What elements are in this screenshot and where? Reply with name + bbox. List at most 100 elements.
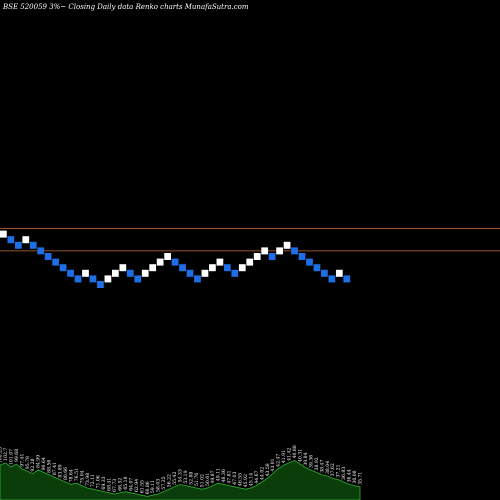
volume-label: 49.87 (210, 470, 216, 483)
volume-panel (0, 459, 361, 500)
renko-brick (335, 269, 343, 277)
renko-brick (238, 264, 246, 272)
renko-brick (82, 269, 89, 277)
renko-brick (52, 258, 60, 266)
volume-label: 60.86 (145, 481, 151, 494)
volume-label: 39.84 (303, 452, 309, 465)
volume-label: 75.04 (79, 470, 85, 483)
renko-brick (141, 269, 149, 277)
volume-label: 84.99 (36, 455, 42, 468)
volume-label: 64.07 (128, 478, 134, 491)
volume-label: 46.55 (238, 473, 244, 486)
renko-bricks (0, 230, 351, 288)
volume-label: 73.98 (85, 473, 91, 486)
volume-label: 90.64 (41, 457, 47, 470)
volume-label: 37.62 (330, 463, 336, 476)
renko-brick (44, 253, 52, 260)
reference-lines (0, 228, 500, 252)
volume-label: 57.25 (161, 476, 167, 489)
volume-label: 36.08 (352, 470, 358, 483)
renko-brick (22, 236, 30, 244)
renko-brick (306, 258, 313, 266)
volume-label: 51.76 (194, 473, 200, 486)
renko-brick (14, 241, 22, 249)
volume-label: 49.11 (216, 468, 222, 481)
renko-brick (313, 264, 321, 272)
volume-label: 45.14 (248, 473, 254, 486)
volume-label: 43.01 (270, 458, 276, 471)
renko-brick (171, 258, 179, 266)
renko-brick (201, 269, 209, 277)
volume-label: 38.92 (314, 457, 320, 470)
renko-brick (231, 269, 239, 277)
renko-brick (276, 247, 283, 255)
renko-brick (119, 264, 127, 272)
volume-label: 39.36 (308, 455, 314, 468)
renko-brick (298, 253, 306, 260)
renko-brick (104, 275, 112, 283)
renko-brick (261, 247, 269, 255)
renko-brick (164, 253, 171, 260)
renko-brick (74, 275, 82, 283)
renko-brick (179, 264, 186, 272)
renko-brick (67, 269, 74, 277)
volume-label: 83.89 (58, 464, 64, 477)
renko-brick (194, 275, 201, 283)
volume-label: 95.78 (25, 456, 31, 469)
renko-brick (156, 258, 164, 266)
volume-label: 36.83 (341, 467, 347, 480)
volume-label: 44.67 (254, 470, 260, 483)
volume-label: 92.28 (30, 458, 36, 471)
volume-label: 71.06 (96, 475, 102, 488)
volume-label: 65.18 (123, 476, 129, 489)
volume-label: 42.47 (276, 454, 282, 467)
renko-brick (186, 269, 194, 277)
renko-brick (134, 275, 142, 283)
volume-label: 101.07 (8, 449, 14, 465)
volume-label: 45.92 (243, 474, 249, 487)
volume-label: 69.33 (101, 476, 107, 489)
renko-brick (111, 269, 119, 277)
renko-brick (89, 275, 97, 283)
volume-label: 47.81 (227, 470, 233, 483)
volume-label: 58.03 (156, 479, 162, 492)
renko-brick (37, 247, 45, 255)
volume-label: 43.58 (265, 463, 271, 476)
volume-label: 54.33 (178, 469, 184, 482)
volume-label: 99.68 (14, 449, 20, 462)
volume-label: 78.64 (68, 469, 74, 482)
volume-label: 106.25 (0, 447, 4, 463)
volume-label: 55.42 (172, 472, 178, 485)
renko-brick (0, 230, 7, 238)
renko-brick (149, 264, 157, 272)
volume-label: 38.47 (319, 460, 325, 473)
renko-brick (209, 264, 216, 272)
chart-header: BSE 520059 3%~ Closing Daily data Renko … (2, 3, 249, 11)
renko-brick (283, 241, 291, 249)
volume-label: 80.66 (63, 467, 69, 480)
volume-label: 61.55 (139, 480, 145, 493)
renko-brick (253, 253, 261, 260)
volume-label: 66.52 (118, 478, 124, 491)
renko-brick (343, 275, 351, 283)
renko-brick (246, 258, 254, 266)
volume-area (0, 459, 361, 500)
volume-label: 97.41 (19, 454, 25, 467)
volume-label: 59.11 (150, 480, 156, 493)
volume-label: 48.36 (221, 469, 227, 482)
volume-label: 47.03 (232, 472, 238, 485)
renko-brick (59, 264, 67, 272)
volume-label: 72.11 (90, 474, 96, 487)
renko-brick (223, 264, 231, 272)
renko-brick (216, 258, 224, 266)
volume-label: 41.42 (287, 448, 293, 461)
volume-label: 76.51 (74, 468, 80, 481)
volume-label: 35.71 (358, 472, 364, 485)
volume-label: 52.88 (188, 472, 194, 485)
renko-brick (291, 247, 298, 255)
volume-label: 62.94 (134, 479, 140, 492)
renko-brick (97, 281, 104, 288)
